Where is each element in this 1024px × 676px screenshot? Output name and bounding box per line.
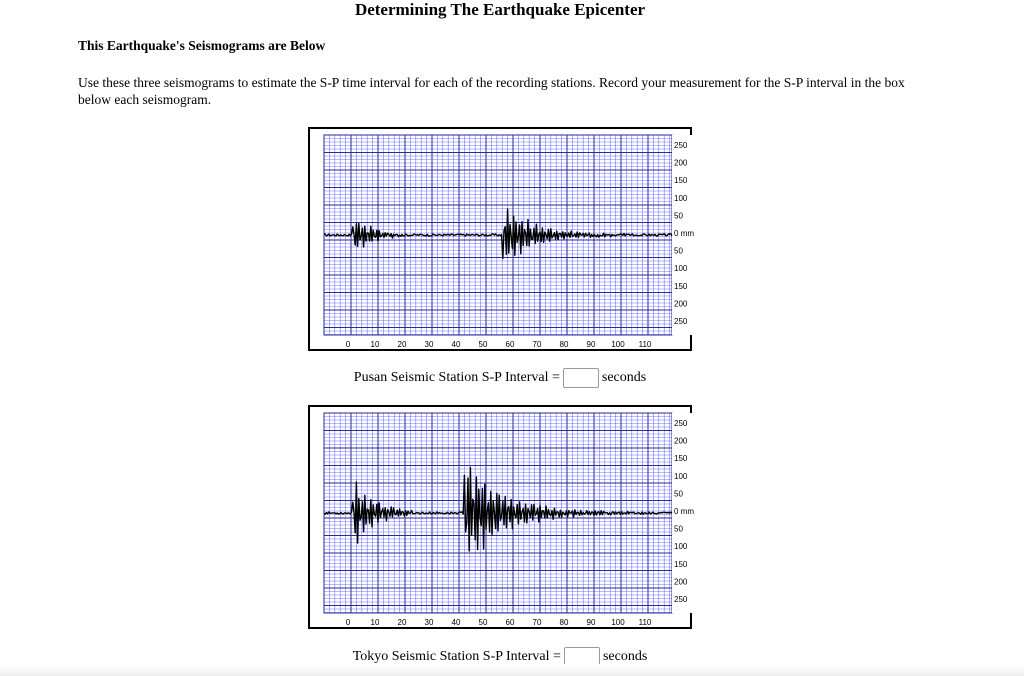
time-tick-label: 60 (506, 340, 515, 349)
amplitude-tick-label: 0 mm (674, 229, 694, 238)
time-tick-label: 40 (452, 340, 461, 349)
time-tick-label: 70 (533, 340, 542, 349)
amplitude-tick-label: 250 (674, 419, 688, 428)
amplitude-tick-label: 150 (674, 560, 688, 569)
amplitude-tick-label: 100 (674, 264, 688, 273)
time-tick-label: 30 (425, 340, 434, 349)
amplitude-tick-label: 150 (674, 454, 688, 463)
page-title: Determining The Earthquake Epicenter (354, 0, 646, 19)
amplitude-tick-label: 150 (674, 176, 688, 185)
time-tick-label: 80 (560, 618, 569, 627)
time-tick-label: 50 (479, 340, 488, 349)
interval-row-tokyo: Tokyo Seismic Station S-P Interval = seco… (308, 647, 692, 667)
time-tick-label: 30 (425, 618, 434, 627)
time-tick-label: 0 (346, 618, 351, 627)
amplitude-tick-label: 100 (674, 542, 688, 551)
interval-input-pusan[interactable] (562, 368, 599, 388)
amplitude-tick-label: 200 (674, 577, 688, 586)
amplitude-tick-label: 50 (674, 247, 683, 256)
units-label-pusan: seconds (601, 370, 647, 386)
section-heading: This Earthquake's Seismograms are Below (78, 38, 326, 53)
time-tick-label: 60 (506, 618, 515, 627)
time-tick-label: 110 (639, 340, 652, 349)
time-tick-label: 70 (533, 618, 542, 627)
seismogram-tokyo-chart: 250 200 150 100 50 0 mm 50 100 150 200 250 0 10 20 30 4… (323, 412, 694, 627)
seismogram-pusan-chart: 250 200 150 100 50 0 mm 50 100 150 200 250 0 10 20 30 4… (323, 134, 694, 349)
amplitude-tick-label: 50 (674, 489, 683, 498)
scale-panel (672, 413, 692, 613)
time-tick-label: 0 (346, 340, 351, 349)
time-tick-label: 80 (560, 340, 569, 349)
time-tick-label: 90 (587, 618, 596, 627)
units-label-tokyo: seconds (602, 649, 648, 665)
amplitude-tick-label: 50 (674, 211, 683, 220)
time-tick-label: 50 (479, 618, 488, 627)
seismogram-pusan: 250 200 150 100 50 0 mm 50 100 150 200 250 0 10 20 30 4… (308, 127, 694, 351)
time-tick-label: 100 (611, 618, 625, 627)
time-tick-label: 10 (371, 618, 380, 627)
time-tick-label: 20 (398, 340, 407, 349)
amplitude-tick-label: 100 (674, 194, 688, 203)
amplitude-tick-label: 50 (674, 525, 683, 534)
amplitude-tick-label: 100 (674, 472, 688, 481)
interval-row-pusan: Pusan Seismic Station S-P Interval = seco… (308, 368, 692, 388)
time-tick-label: 110 (639, 618, 652, 627)
time-tick-label: 100 (611, 340, 625, 349)
amplitude-tick-label: 200 (674, 437, 688, 446)
amplitude-tick-label: 250 (674, 595, 688, 604)
amplitude-tick-label: 150 (674, 282, 688, 291)
window-bottom-edge (0, 664, 1024, 676)
interval-label-pusan: Pusan Seismic Station S-P Interval = (353, 370, 560, 386)
instructions-text: Use these three seismograms to estimate … (78, 75, 905, 107)
time-tick-label: 40 (452, 618, 461, 627)
amplitude-tick-label: 0 mm (674, 507, 694, 516)
time-tick-label: 20 (398, 618, 407, 627)
seismogram-trace (323, 466, 673, 552)
amplitude-tick-label: 200 (674, 159, 688, 168)
amplitude-tick-label: 200 (674, 299, 688, 308)
seismogram-tokyo: 250 200 150 100 50 0 mm 50 100 150 200 250 0 10 20 30 4… (308, 405, 694, 629)
interval-label-tokyo: Tokyo Seismic Station S-P Interval = (352, 649, 561, 665)
seismogram-trace (323, 208, 673, 260)
time-tick-label: 90 (587, 340, 596, 349)
amplitude-tick-label: 250 (674, 317, 688, 326)
scale-panel (672, 135, 692, 335)
amplitude-tick-label: 250 (674, 141, 688, 150)
time-tick-label: 10 (371, 340, 380, 349)
